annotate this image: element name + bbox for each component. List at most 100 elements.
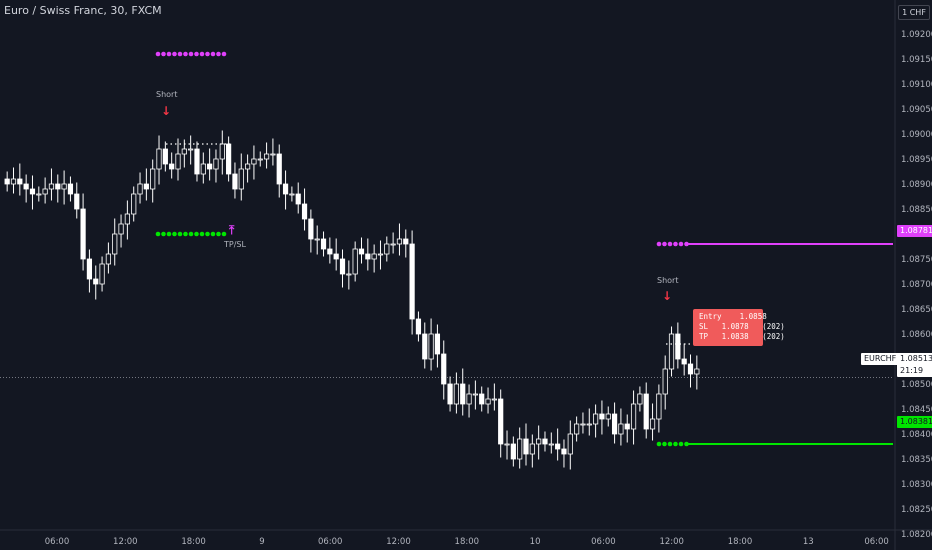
candle-body: [485, 398, 491, 405]
candle-body: [390, 243, 396, 246]
candle-body: [428, 333, 434, 360]
candle-body: [131, 193, 137, 215]
time-tick-label: 06:00: [45, 537, 70, 547]
candle-body: [333, 253, 339, 260]
currency-button[interactable]: 1 CHF: [898, 5, 930, 20]
candle-body: [643, 393, 649, 430]
stop-loss-dot: [662, 241, 667, 247]
candle-body: [295, 193, 301, 205]
price-tick-label: 1.09200: [901, 30, 932, 40]
candle-body: [213, 158, 219, 170]
price-tick-label: 1.08900: [901, 180, 932, 190]
candle-body: [289, 193, 295, 196]
candle-body: [143, 183, 149, 190]
take-profit-dot: [172, 51, 177, 57]
time-tick-label: 18:00: [728, 537, 753, 547]
upper-level-tag: 1.08781: [897, 225, 932, 237]
candle-body: [687, 363, 694, 375]
tp-sl-label: TP/SL: [224, 240, 246, 249]
price-tick-label: 1.08500: [901, 380, 932, 390]
candle-body: [542, 438, 548, 445]
trade-sl: SL 1.0878 (202): [699, 322, 785, 331]
candle-body: [232, 173, 238, 190]
candle-body: [517, 438, 523, 460]
time-tick-label: 10: [530, 537, 541, 547]
candle-body: [67, 183, 74, 195]
time-tick-label: 12:00: [113, 537, 138, 547]
time-tick-label: 06:00: [318, 537, 343, 547]
price-tick-label: 1.09150: [901, 55, 932, 65]
candle-body: [181, 148, 187, 155]
price-tick-label: 1.09050: [901, 105, 932, 115]
symbol-price-tag: EURCHF: [861, 353, 900, 365]
candle-body: [4, 178, 10, 185]
candle-body: [358, 248, 365, 255]
tp-sl-hit-icon: ⤒: [229, 223, 235, 237]
candle-body: [611, 413, 618, 435]
take-profit-dot: [205, 51, 210, 57]
candle-body: [548, 443, 554, 446]
stop-level-dot: [183, 231, 188, 237]
candle-body: [301, 203, 308, 220]
symbol-title[interactable]: Euro / Swiss Franc, 30, FXCM: [4, 4, 162, 17]
take-profit-dot: [678, 441, 684, 447]
candle-body: [396, 238, 403, 245]
candle-body: [86, 258, 93, 280]
candle-body: [567, 433, 573, 455]
price-tick-label: 1.08400: [901, 430, 932, 440]
candle-body: [599, 413, 605, 420]
candle-body: [10, 178, 17, 185]
candle-body: [574, 423, 580, 435]
price-tick-label: 1.08650: [901, 305, 932, 315]
stop-level-dot: [161, 231, 166, 237]
candle-body: [194, 148, 200, 175]
price-tick-label: 1.08700: [901, 280, 932, 290]
candle-body: [93, 278, 99, 285]
trade-tp: TP 1.0838 (202): [699, 332, 785, 341]
take-profit-dot: [177, 51, 183, 57]
candle-body: [74, 193, 80, 210]
stop-loss-dot: [656, 241, 662, 247]
short-signal-label: Short: [156, 90, 178, 99]
candle-body: [346, 273, 352, 276]
candle-body: [156, 148, 162, 170]
stop-level-dot: [166, 231, 172, 237]
stop-level-dot: [216, 231, 221, 237]
price-tick-label: 1.08600: [901, 330, 932, 340]
time-tick-label: 18:00: [455, 537, 480, 547]
time-tick-label: 06:00: [864, 537, 889, 547]
candle-body: [447, 383, 453, 405]
take-profit-dot: [210, 51, 216, 57]
last-price-tag: 1.08513 21:19: [897, 353, 932, 377]
candle-body: [150, 168, 156, 190]
candle-body: [561, 448, 567, 455]
take-profit-dot: [155, 51, 161, 57]
candle-body: [327, 248, 333, 255]
take-profit-dot: [221, 51, 227, 57]
candle-body: [308, 218, 314, 240]
candle-body: [529, 443, 535, 455]
price-tick-label: 1.08450: [901, 405, 932, 415]
take-profit-dot: [188, 51, 194, 57]
candle-body: [555, 443, 561, 450]
candle-body: [434, 333, 441, 355]
candle-body: [244, 163, 251, 170]
candle-body: [48, 183, 55, 190]
time-tick-label: 9: [259, 537, 264, 547]
candle-body: [219, 143, 225, 160]
trade-entry: Entry 1.0858: [699, 312, 767, 321]
candle-body: [200, 163, 206, 175]
stop-level-dot: [155, 231, 161, 237]
candle-body: [99, 263, 105, 285]
candle-body: [630, 403, 637, 430]
candle-body: [263, 153, 270, 160]
candle-body: [55, 183, 61, 190]
price-tick-label: 1.08300: [901, 480, 932, 490]
take-profit-dot: [684, 441, 689, 447]
candle-body: [36, 193, 42, 196]
candle-body: [649, 418, 656, 430]
stop-level-dot: [199, 231, 205, 237]
take-profit-dot: [656, 441, 662, 447]
